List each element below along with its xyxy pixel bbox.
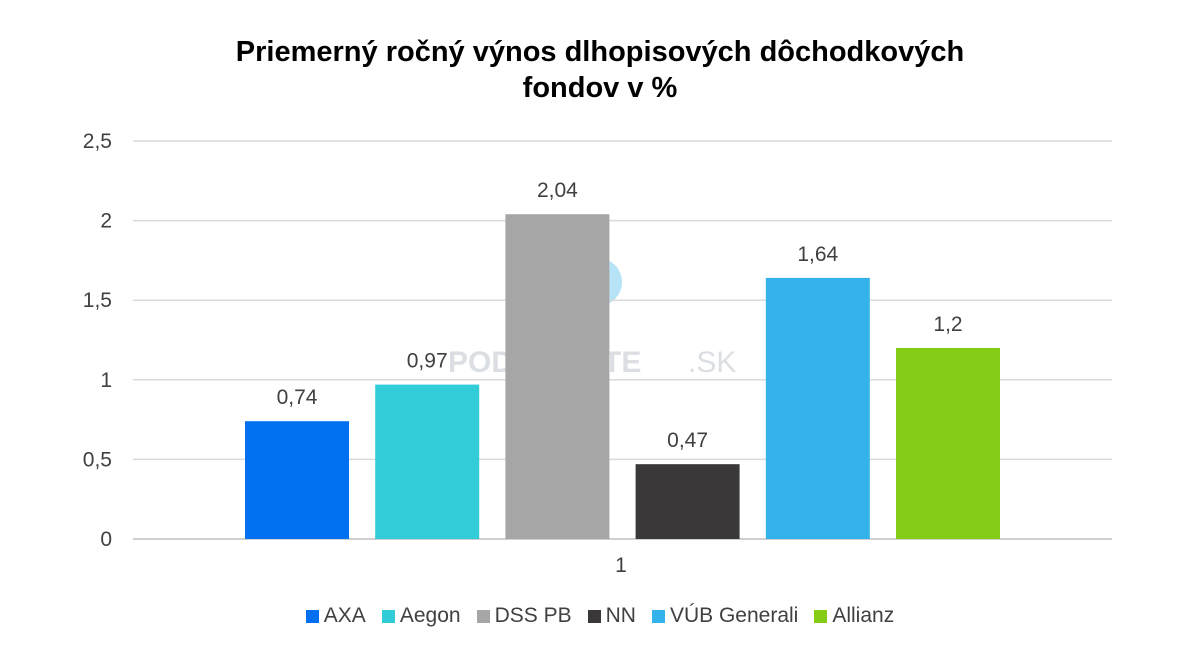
bar-axa [245,421,349,539]
legend: AXA Aegon DSS PB NN VÚB Generali Allianz [0,604,1200,628]
y-tick-label: 2,5 [83,130,112,153]
legend-item: NN [587,604,636,628]
bar-allianz [896,347,1000,539]
data-label: 0,47 [667,429,708,452]
watermark-text-light: .SK [688,346,736,379]
y-tick-label: 0,5 [83,448,112,471]
chart-title-line-1: Priemerný ročný výnos dlhopisových dôcho… [235,36,965,68]
legend-item: AXA [305,604,366,628]
legend-item: VÚB Generali [651,604,799,628]
legend-swatch [381,609,395,623]
data-label: 2,04 [537,179,578,202]
legend-swatch [476,609,490,623]
bar-nn [635,464,740,539]
bar-dss-pb [505,214,610,539]
chart-title: Priemerný ročný výnos dlhopisových dôcho… [0,34,1200,106]
y-axis-ticks: 0 0,5 1 1,5 2 2,5 [83,130,112,551]
data-label: 0,97 [407,350,448,373]
x-axis-ticks: 1 [615,554,627,577]
legend-swatch [305,609,319,623]
bar-chart: PODNIKAJTE .SK 00,511,522,5 0,740,972,04… [83,130,1112,577]
x-tick-label: 1 [615,554,627,577]
legend-label: DSS PB [494,604,572,627]
bar-v-b-generali [765,277,870,539]
data-label: 1,64 [797,243,838,266]
bars [245,214,1000,539]
legend-swatch [651,609,665,623]
legend-swatch [814,609,828,623]
legend-label: AXA [323,604,366,627]
legend-label: NN [605,604,636,627]
legend-item: DSS PB [476,604,572,628]
y-tick-label: 2 [100,210,112,233]
legend-item: Aegon [381,604,461,628]
y-tick-label: 1 [100,369,112,392]
bar-aegon [375,384,480,539]
chart-title-line-2: fondov v % [522,72,678,104]
data-label: 0,74 [277,386,318,409]
legend-label: VÚB Generali [669,604,799,627]
legend-label: Allianz [832,604,895,627]
y-tick-label: 1,5 [83,289,112,312]
legend-swatch [587,609,601,623]
y-tick-label: 0 [100,528,112,551]
data-labels: 0,74 0,97 2,04 0,47 1,64 1,2 [277,179,963,452]
legend-item: Allianz [814,604,894,628]
data-label: 1,2 [933,313,962,336]
legend-label: Aegon [399,604,461,627]
